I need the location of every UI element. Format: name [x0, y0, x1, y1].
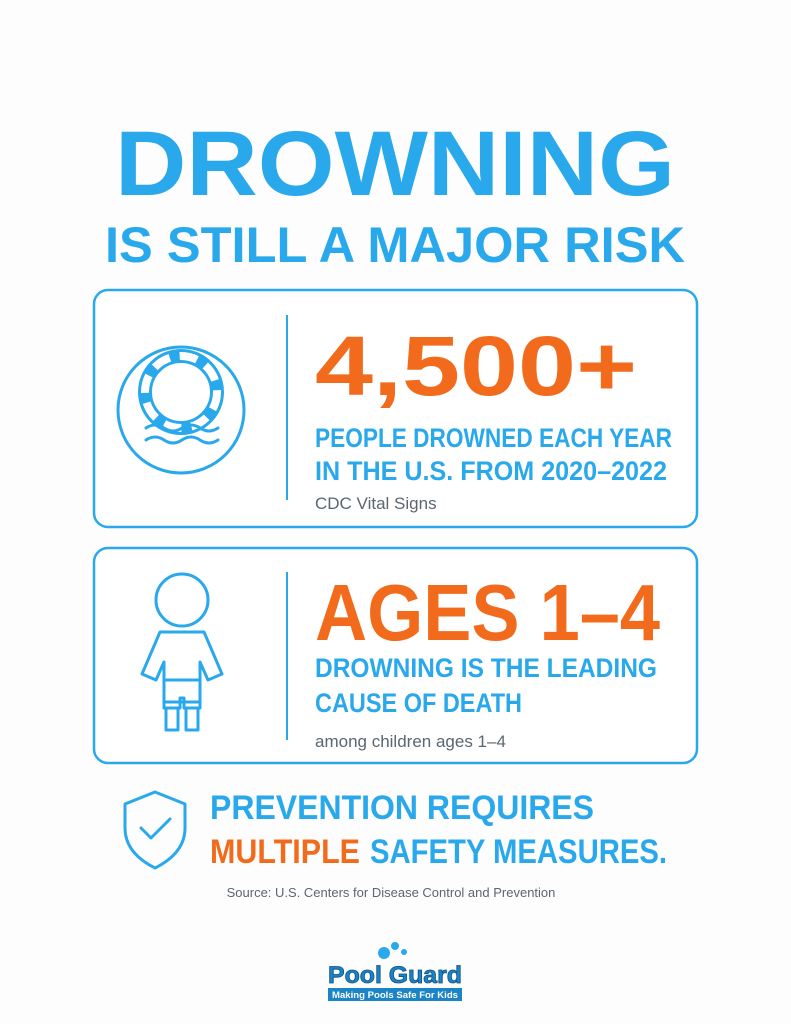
stat-text: DROWNING IS THE LEADING [315, 653, 657, 683]
stat-text: IN THE U.S. FROM 2020–2022 [315, 456, 667, 486]
card [92, 288, 699, 529]
prevention-text: SAFETY MEASURES. [370, 833, 667, 871]
logo-drops [378, 942, 407, 959]
prevention-text: PREVENTION REQUIRES [210, 789, 594, 827]
stat: 4,500+ [315, 319, 637, 413]
child-icon [140, 572, 224, 732]
logo-tagline: Making Pools Safe For Kids [332, 990, 458, 1000]
prevention-highlight: MULTIPLE [210, 833, 360, 871]
stat-text: CAUSE OF DEATH [315, 688, 522, 718]
source: Source: U.S. Centers for Disease Control… [227, 885, 556, 900]
stat-note: among children ages 1–4 [315, 732, 506, 751]
subtitle: IS STILL A MAJOR RISK [105, 217, 685, 273]
stat: AGES 1–4 [315, 568, 660, 657]
stat-text: PEOPLE DROWNED EACH YEAR [315, 423, 672, 453]
shield-icon [123, 790, 187, 870]
card [92, 546, 699, 765]
lifebuoy-icon [116, 345, 246, 475]
title: DROWNING [115, 113, 675, 215]
logo-name: Pool Guard [328, 962, 462, 989]
logo-band [328, 988, 462, 1001]
stat-note: CDC Vital Signs [315, 494, 437, 513]
